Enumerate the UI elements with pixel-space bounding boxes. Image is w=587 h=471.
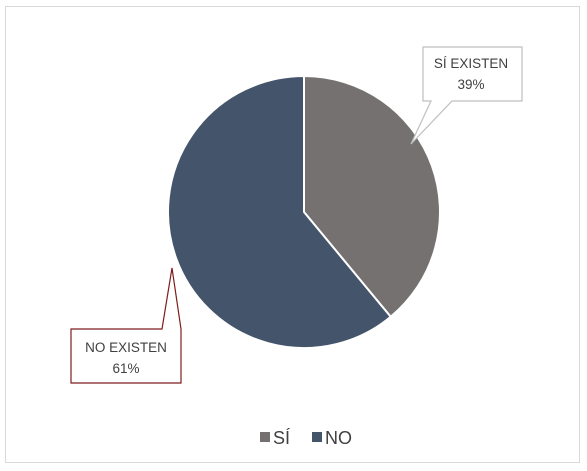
callout-si-box [410, 46, 523, 145]
pie-slices [167, 75, 441, 349]
callout-si-percent: 39% [457, 77, 484, 92]
callout-no-percent: 61% [112, 361, 139, 376]
callout-no: NO EXISTEN 61% [70, 267, 182, 384]
pie-slice-no [167, 75, 392, 349]
legend: SÍ NO [260, 428, 352, 448]
callout-si: SÍ EXISTEN 39% [410, 46, 523, 145]
legend-swatch-si [260, 432, 270, 442]
pie-slice-s [303, 75, 441, 318]
legend-swatch-no [312, 432, 322, 442]
legend-label-si: SÍ [273, 428, 290, 448]
callout-si-label: SÍ EXISTEN [434, 56, 508, 71]
callout-no-label: NO EXISTEN [85, 340, 167, 355]
legend-label-no: NO [325, 428, 352, 448]
callout-no-box [70, 267, 182, 384]
